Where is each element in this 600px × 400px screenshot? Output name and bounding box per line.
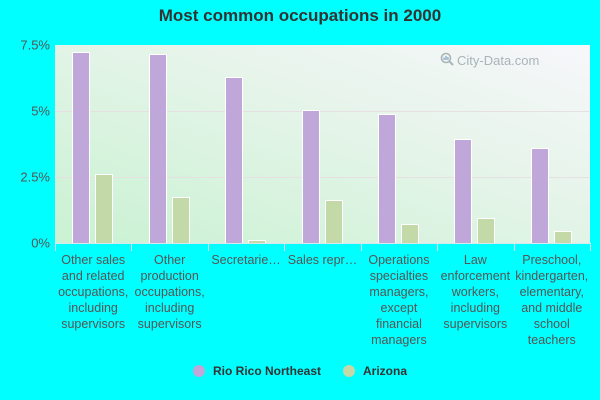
gridline bbox=[55, 177, 590, 178]
x-category-label: Sales repr… bbox=[287, 253, 358, 267]
x-tick bbox=[55, 243, 56, 251]
gridline bbox=[55, 111, 590, 112]
x-category-label: Other production occupations, including … bbox=[134, 253, 205, 331]
y-tick-label: 2.5% bbox=[20, 169, 50, 185]
legend-item-rio-rico-northeast[interactable]: Rio Rico Northeast bbox=[192, 364, 321, 378]
x-tick bbox=[131, 243, 133, 251]
bar-arizona[interactable] bbox=[248, 240, 267, 243]
x-tick bbox=[513, 243, 515, 251]
legend: Rio Rico Northeast Arizona bbox=[0, 364, 600, 378]
x-category-label: Law enforcement workers, including super… bbox=[440, 253, 511, 331]
legend-label: Rio Rico Northeast bbox=[212, 364, 321, 378]
y-tick-label: 5% bbox=[31, 103, 50, 119]
legend-label: Arizona bbox=[363, 364, 408, 378]
y-tick-label: 7.5% bbox=[20, 37, 50, 53]
bar-rio-rico-northeast[interactable] bbox=[148, 54, 167, 243]
bar-arizona[interactable] bbox=[477, 218, 496, 243]
watermark-text: City-Data.com bbox=[457, 53, 540, 68]
bar-arizona[interactable] bbox=[400, 224, 419, 243]
legend-swatch bbox=[192, 365, 205, 377]
plot-area bbox=[55, 45, 590, 243]
bar-rio-rico-northeast[interactable] bbox=[454, 138, 473, 243]
x-category-label: Secretarie… bbox=[211, 253, 281, 267]
x-axis-line bbox=[55, 243, 590, 244]
x-category-label: Operations specialties managers, except … bbox=[368, 253, 430, 347]
x-tick bbox=[284, 243, 286, 251]
y-tick-label: 0% bbox=[31, 235, 50, 251]
x-tick bbox=[360, 243, 362, 251]
bar-arizona[interactable] bbox=[95, 174, 114, 243]
legend-swatch bbox=[343, 365, 355, 377]
bar-rio-rico-northeast[interactable] bbox=[377, 113, 396, 243]
x-category-label: Preschool, kindergarten, elementary, and… bbox=[515, 253, 589, 347]
x-tick bbox=[590, 243, 591, 251]
bar-rio-rico-northeast[interactable] bbox=[225, 76, 244, 243]
bar-arizona[interactable] bbox=[553, 230, 572, 243]
legend-item-arizona[interactable]: Arizona bbox=[343, 364, 407, 378]
bar-arizona[interactable] bbox=[324, 199, 343, 243]
bar-arizona[interactable] bbox=[171, 196, 190, 243]
chart-title: Most common occupations in 2000 bbox=[158, 6, 442, 25]
bar-rio-rico-northeast[interactable] bbox=[530, 147, 549, 243]
magnifier-chart-icon bbox=[440, 52, 454, 69]
watermark: City-Data.com bbox=[440, 52, 539, 69]
bar-rio-rico-northeast[interactable] bbox=[301, 109, 320, 243]
x-tick bbox=[207, 243, 209, 251]
x-category-label: Other sales and related occupations, inc… bbox=[58, 253, 129, 331]
bar-rio-rico-northeast[interactable] bbox=[72, 51, 91, 243]
x-tick bbox=[437, 243, 439, 251]
